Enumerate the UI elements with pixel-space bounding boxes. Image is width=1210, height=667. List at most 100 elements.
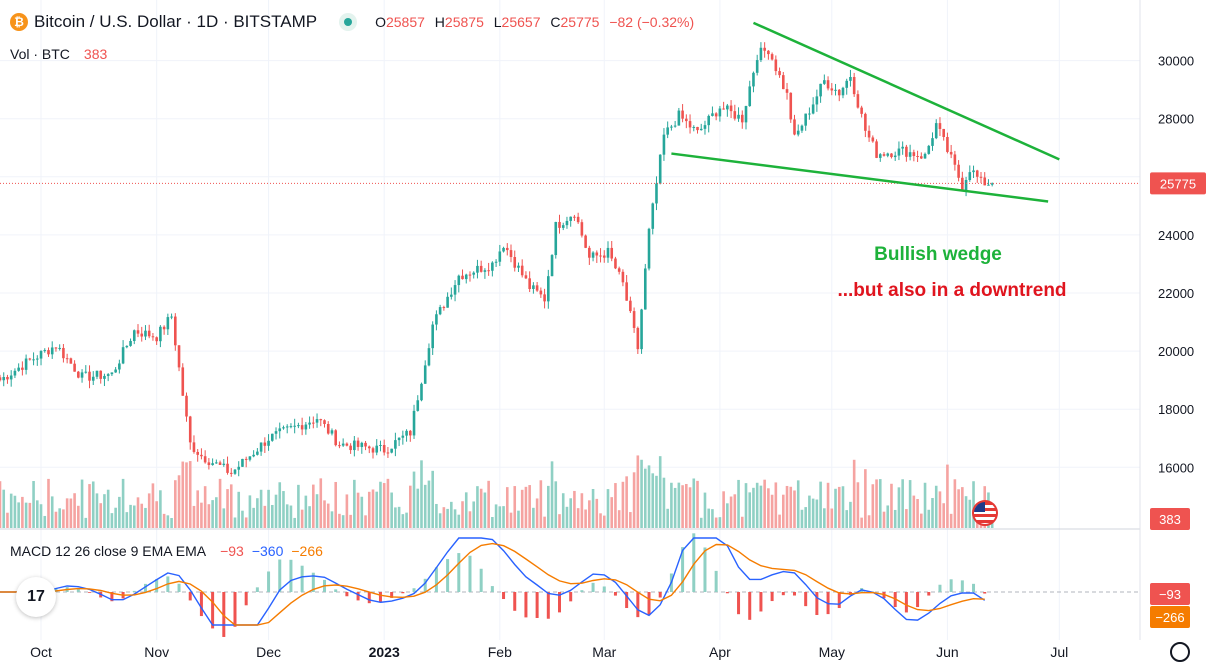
last-price-label: 25775 bbox=[1160, 176, 1196, 191]
volume-bar bbox=[323, 500, 326, 528]
macd-histogram-bar bbox=[625, 592, 629, 609]
us-flag-icon[interactable] bbox=[972, 500, 998, 526]
volume-bar bbox=[837, 486, 841, 528]
volume-bar bbox=[599, 513, 602, 528]
volume-bar bbox=[166, 515, 170, 528]
candle-body bbox=[588, 247, 591, 258]
volume-bar bbox=[13, 495, 17, 528]
volume-bar bbox=[595, 498, 599, 528]
volume-legend[interactable]: Vol · BTC 383 bbox=[10, 46, 107, 62]
price-axis[interactable]: 3000028000260002400022000200001800016000 bbox=[1158, 54, 1194, 476]
volume-bar bbox=[759, 485, 763, 528]
macd-histogram-bar bbox=[289, 559, 293, 592]
volume-bar bbox=[263, 505, 267, 528]
volume-bar bbox=[9, 493, 13, 528]
macd-histogram-bar bbox=[345, 592, 349, 597]
volume-bar bbox=[811, 498, 815, 528]
candle-body bbox=[241, 458, 244, 467]
volume-bar bbox=[886, 505, 890, 528]
settings-icon[interactable] bbox=[1170, 642, 1190, 662]
symbol-header[interactable]: ₿ Bitcoin / U.S. Dollar · 1D · BITSTAMP … bbox=[10, 12, 700, 32]
bitcoin-coin-icon: ₿ bbox=[10, 13, 28, 31]
volume-bar bbox=[509, 512, 513, 528]
volume-bar bbox=[733, 494, 737, 528]
candle-body bbox=[412, 410, 416, 436]
candle-body bbox=[278, 428, 282, 432]
volume-bar bbox=[446, 508, 449, 528]
candle-body bbox=[21, 367, 24, 370]
candle-body bbox=[763, 47, 766, 51]
volume-bar bbox=[91, 481, 95, 528]
tradingview-logo-icon[interactable]: 17 bbox=[16, 577, 56, 617]
candle-body bbox=[576, 216, 580, 223]
symbol-title[interactable]: Bitcoin / U.S. Dollar · 1D · BITSTAMP bbox=[34, 12, 318, 31]
volume-bar bbox=[953, 479, 957, 528]
volume-bar bbox=[304, 495, 308, 528]
market-status-icon[interactable] bbox=[339, 13, 358, 31]
volume-bar bbox=[278, 482, 282, 528]
candle-body bbox=[793, 119, 796, 135]
macd-histogram-bar bbox=[792, 592, 796, 596]
chart-annotations[interactable]: Bullish wedge ...but also in a downtrend bbox=[837, 244, 1066, 301]
trendline[interactable] bbox=[671, 152, 1049, 203]
volume-bar bbox=[177, 475, 181, 528]
volume-value: 383 bbox=[83, 46, 108, 62]
trendline[interactable] bbox=[752, 21, 1060, 161]
volume-bar bbox=[632, 472, 636, 528]
candle-body bbox=[636, 327, 640, 350]
volume-bar bbox=[651, 473, 655, 528]
annotation-downtrend[interactable]: ...but also in a downtrend bbox=[837, 280, 1066, 301]
volume-bar bbox=[95, 493, 99, 528]
volume-bar bbox=[517, 510, 520, 528]
price-tick-label: 30000 bbox=[1158, 54, 1194, 69]
candle-body bbox=[640, 309, 643, 350]
candle-body bbox=[345, 443, 349, 446]
macd-histogram-bar bbox=[837, 592, 841, 609]
macd-histogram-bar bbox=[569, 592, 573, 602]
candle-body bbox=[524, 275, 528, 279]
candle-body bbox=[326, 424, 330, 434]
time-axis[interactable]: Oct Nov Dec 2023 Feb Mar Apr May Jun Jul bbox=[30, 644, 1068, 660]
volume-bar bbox=[144, 507, 147, 528]
volume-bar bbox=[524, 486, 528, 528]
candle-body bbox=[681, 110, 684, 119]
candle-body bbox=[890, 153, 893, 158]
volume-bar bbox=[714, 517, 718, 528]
candle-body bbox=[386, 452, 390, 454]
volume-bar bbox=[554, 481, 558, 528]
candle-body bbox=[823, 80, 826, 84]
candle-body bbox=[987, 184, 990, 186]
volume-bar bbox=[136, 497, 140, 528]
volume-bar bbox=[819, 481, 822, 528]
macd-histogram-bar bbox=[479, 568, 483, 592]
candle-body bbox=[200, 454, 203, 457]
wedge-trendlines[interactable] bbox=[671, 21, 1060, 203]
volume-bar bbox=[259, 489, 263, 528]
candle-body bbox=[479, 265, 483, 272]
volume-bar bbox=[360, 496, 364, 528]
macd-histogram-bar bbox=[904, 592, 908, 613]
candle-body bbox=[259, 442, 263, 452]
volume-bar bbox=[927, 509, 931, 528]
candle-body bbox=[289, 426, 293, 428]
candle-body bbox=[270, 433, 274, 441]
candle-body bbox=[886, 153, 890, 156]
annotation-bullish-wedge[interactable]: Bullish wedge bbox=[874, 244, 1002, 265]
candle-body bbox=[24, 358, 28, 370]
candlestick-series[interactable] bbox=[0, 42, 994, 477]
candle-body bbox=[547, 276, 550, 302]
price-tick-label: 16000 bbox=[1158, 460, 1194, 475]
macd-legend[interactable]: MACD 12 26 close 9 EMA EMA −93 −360 −266 bbox=[10, 543, 323, 559]
candle-body bbox=[237, 466, 241, 470]
candle-body bbox=[394, 440, 397, 449]
volume-bar bbox=[487, 480, 490, 528]
volume-bar bbox=[334, 481, 337, 528]
volume-bar bbox=[0, 481, 2, 528]
candle-body bbox=[502, 247, 505, 252]
candle-body bbox=[2, 376, 6, 381]
candle-body bbox=[905, 146, 908, 157]
candle-body bbox=[923, 153, 927, 159]
candle-body bbox=[203, 456, 207, 463]
macd-histogram-bar bbox=[390, 592, 394, 598]
